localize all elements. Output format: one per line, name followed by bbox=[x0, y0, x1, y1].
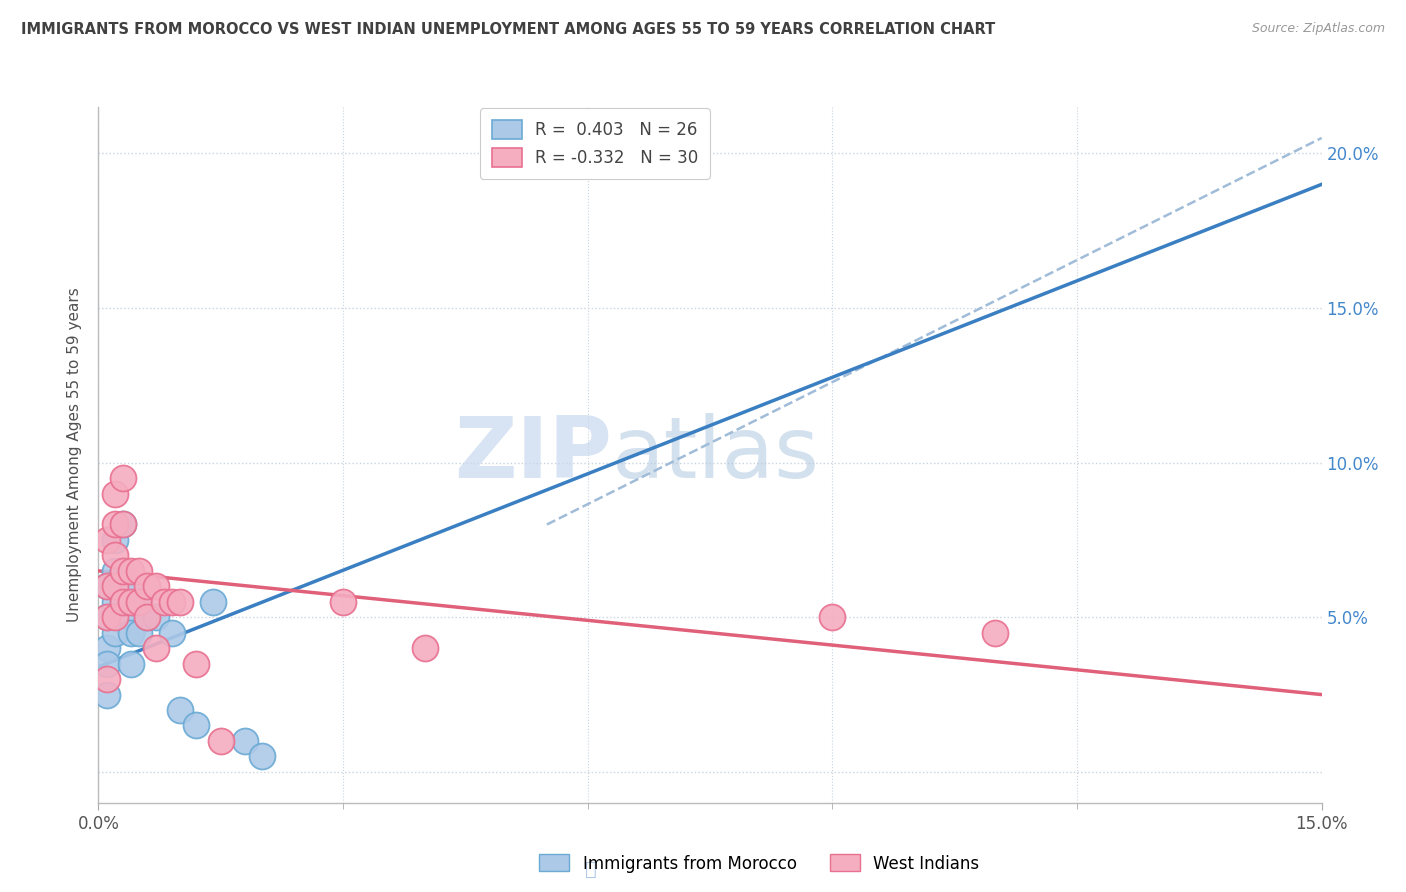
Point bbox=[145, 610, 167, 624]
Point bbox=[136, 610, 159, 624]
Point bbox=[169, 703, 191, 717]
Point bbox=[120, 595, 142, 609]
Point bbox=[104, 564, 127, 578]
Point bbox=[332, 595, 354, 609]
Point bbox=[96, 579, 118, 593]
Point bbox=[96, 579, 118, 593]
Point bbox=[104, 595, 127, 609]
Point bbox=[104, 517, 127, 532]
Point bbox=[128, 595, 150, 609]
Point bbox=[96, 688, 118, 702]
Point bbox=[96, 533, 118, 547]
Point bbox=[111, 517, 134, 532]
Point bbox=[104, 549, 127, 563]
Point bbox=[96, 672, 118, 686]
Point bbox=[128, 564, 150, 578]
Text: atlas: atlas bbox=[612, 413, 820, 497]
Point bbox=[169, 595, 191, 609]
Text: IMMIGRANTS FROM MOROCCO VS WEST INDIAN UNEMPLOYMENT AMONG AGES 55 TO 59 YEARS CO: IMMIGRANTS FROM MOROCCO VS WEST INDIAN U… bbox=[21, 22, 995, 37]
Point bbox=[104, 610, 127, 624]
Point bbox=[209, 734, 232, 748]
Text: Source: ZipAtlas.com: Source: ZipAtlas.com bbox=[1251, 22, 1385, 36]
Legend: Immigrants from Morocco, West Indians: Immigrants from Morocco, West Indians bbox=[533, 847, 986, 880]
Point bbox=[160, 595, 183, 609]
Point bbox=[160, 625, 183, 640]
Point bbox=[233, 734, 256, 748]
Point bbox=[111, 471, 134, 485]
Point bbox=[120, 610, 142, 624]
Point bbox=[152, 595, 174, 609]
Legend: R =  0.403   N = 26, R = -0.332   N = 30: R = 0.403 N = 26, R = -0.332 N = 30 bbox=[479, 109, 710, 178]
Text: ZIP: ZIP bbox=[454, 413, 612, 497]
Point bbox=[186, 657, 208, 671]
Point bbox=[136, 610, 159, 624]
Point bbox=[250, 749, 273, 764]
Point bbox=[413, 641, 436, 656]
Point bbox=[120, 657, 142, 671]
Point bbox=[96, 641, 118, 656]
Point bbox=[111, 564, 134, 578]
Point bbox=[104, 579, 127, 593]
Point bbox=[111, 595, 134, 609]
Point bbox=[145, 641, 167, 656]
Point bbox=[186, 718, 208, 732]
Y-axis label: Unemployment Among Ages 55 to 59 years: Unemployment Among Ages 55 to 59 years bbox=[67, 287, 83, 623]
Point bbox=[111, 595, 134, 609]
Point bbox=[821, 610, 844, 624]
Point bbox=[128, 595, 150, 609]
Point bbox=[136, 579, 159, 593]
Text: ⬜: ⬜ bbox=[585, 860, 596, 880]
Point bbox=[104, 486, 127, 500]
Point bbox=[120, 579, 142, 593]
Point bbox=[128, 625, 150, 640]
Point bbox=[111, 564, 134, 578]
Point bbox=[104, 533, 127, 547]
Point bbox=[96, 610, 118, 624]
Point bbox=[984, 625, 1007, 640]
Point bbox=[104, 625, 127, 640]
Point bbox=[145, 579, 167, 593]
Point bbox=[111, 517, 134, 532]
Point bbox=[96, 610, 118, 624]
Point bbox=[120, 625, 142, 640]
Point bbox=[201, 595, 224, 609]
Point bbox=[96, 657, 118, 671]
Point bbox=[120, 564, 142, 578]
